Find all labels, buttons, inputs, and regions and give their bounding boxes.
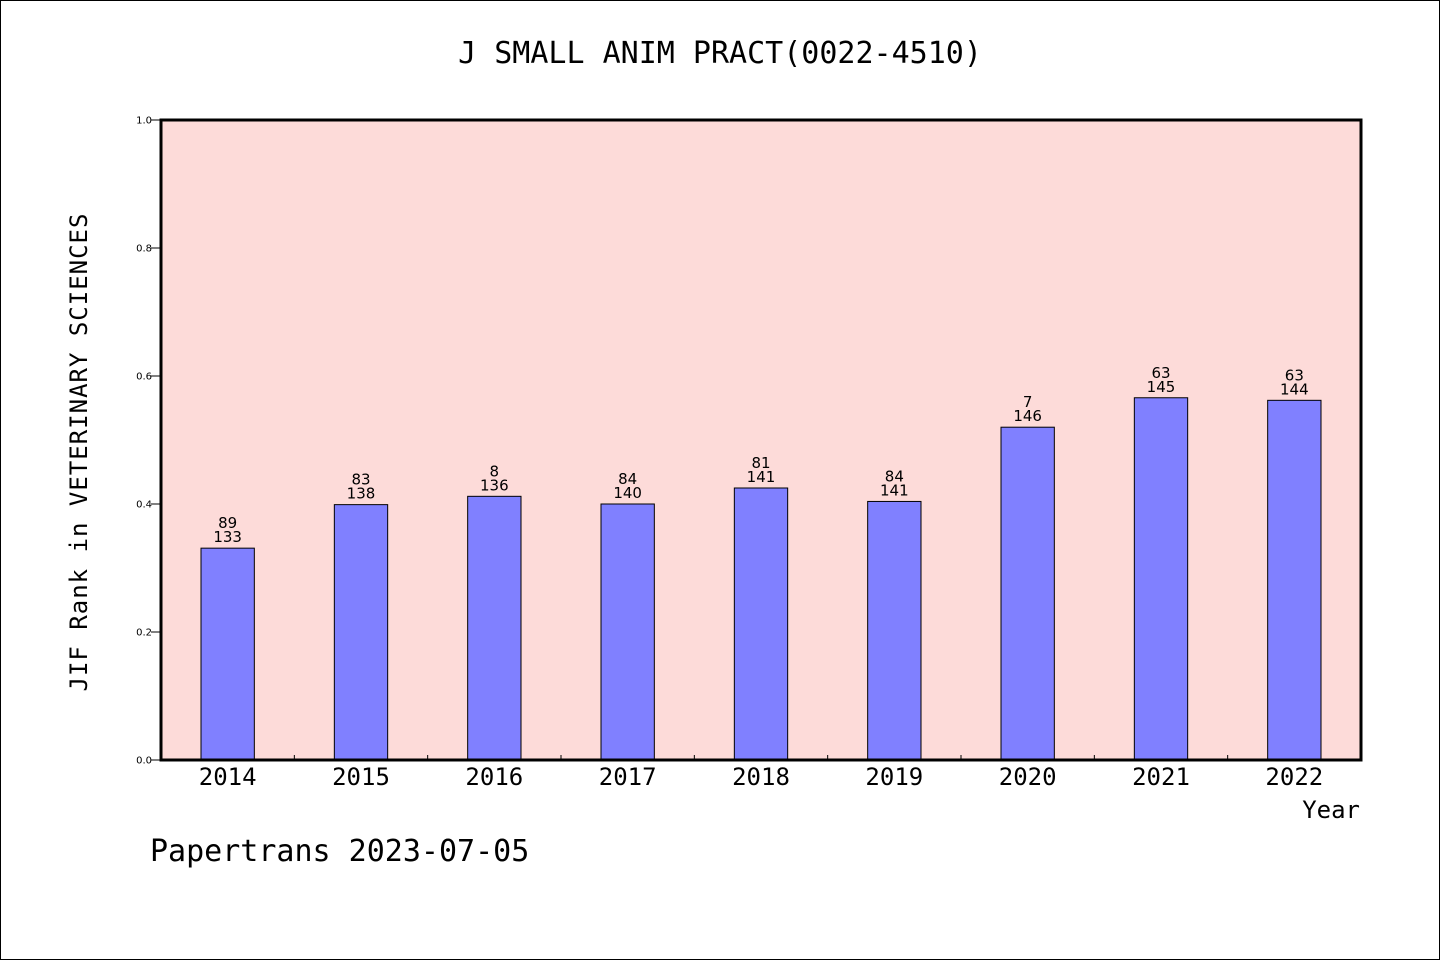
y-tick-label: 1.0 [136, 116, 152, 127]
bar-2016 [467, 495, 522, 761]
x-tick-label: 2015 [332, 763, 390, 791]
y-tick-label: 0.8 [136, 244, 152, 255]
bar-rank-label: 63 [1285, 366, 1304, 384]
chart-title: J SMALL ANIM PRACT(0022-4510) [458, 36, 982, 71]
plot-frame [159, 118, 1363, 762]
bar-total-label: 146 [1013, 407, 1042, 425]
bar-2021 [1133, 397, 1189, 761]
x-axis: 2014 2015 2016 2017 2018 2019 2020 2021 2022 [199, 755, 1323, 791]
bar-2014 [200, 547, 255, 761]
y-tick-label: 0.2 [136, 628, 152, 639]
bar-2018 [733, 487, 789, 761]
bar-2017 [600, 503, 655, 761]
bar-2022 [1267, 399, 1322, 761]
bar-rank-label: 8 [490, 462, 500, 480]
bar-total-label: 140 [613, 484, 642, 502]
x-tick-label: 2021 [1132, 763, 1190, 791]
bar-rank-label: 84 [885, 467, 904, 485]
y-axis: 0.0 0.2 0.4 0.6 0.8 1.0 [136, 116, 161, 767]
footer-credit: Papertrans 2023-07-05 [150, 834, 530, 869]
x-tick-label: 2017 [599, 763, 657, 791]
bar-total-label: 136 [480, 476, 509, 494]
bar-total-label: 141 [747, 468, 776, 486]
x-tick-label: 2020 [999, 763, 1057, 791]
bar-total-label: 144 [1280, 380, 1309, 398]
y-tick-label: 0.4 [136, 500, 152, 511]
x-tick-label: 2019 [865, 763, 923, 791]
bar-total-label: 141 [880, 481, 909, 499]
bar-total-label: 145 [1147, 378, 1176, 396]
x-tick-label: 2018 [732, 763, 790, 791]
bar-2020 [1000, 426, 1055, 761]
bar-rank-label: 89 [218, 514, 237, 532]
bar-rank-label: 63 [1151, 364, 1170, 382]
bar-total-label: 138 [347, 485, 376, 503]
bar-total-label: 133 [213, 528, 242, 546]
bar-2015 [333, 504, 389, 761]
x-tick-label: 2014 [199, 763, 257, 791]
bar-rank-label: 81 [751, 454, 770, 472]
bar-2019 [867, 500, 922, 761]
x-axis-title: Year [1302, 796, 1360, 824]
bar-rank-label: 84 [618, 470, 637, 488]
bar-rank-label: 83 [351, 471, 370, 489]
y-tick-label: 0.0 [136, 756, 152, 767]
y-tick-label: 0.6 [136, 372, 152, 383]
x-tick-label: 2016 [465, 763, 523, 791]
bar-rank-label: 7 [1023, 393, 1033, 411]
x-tick-label: 2022 [1265, 763, 1323, 791]
